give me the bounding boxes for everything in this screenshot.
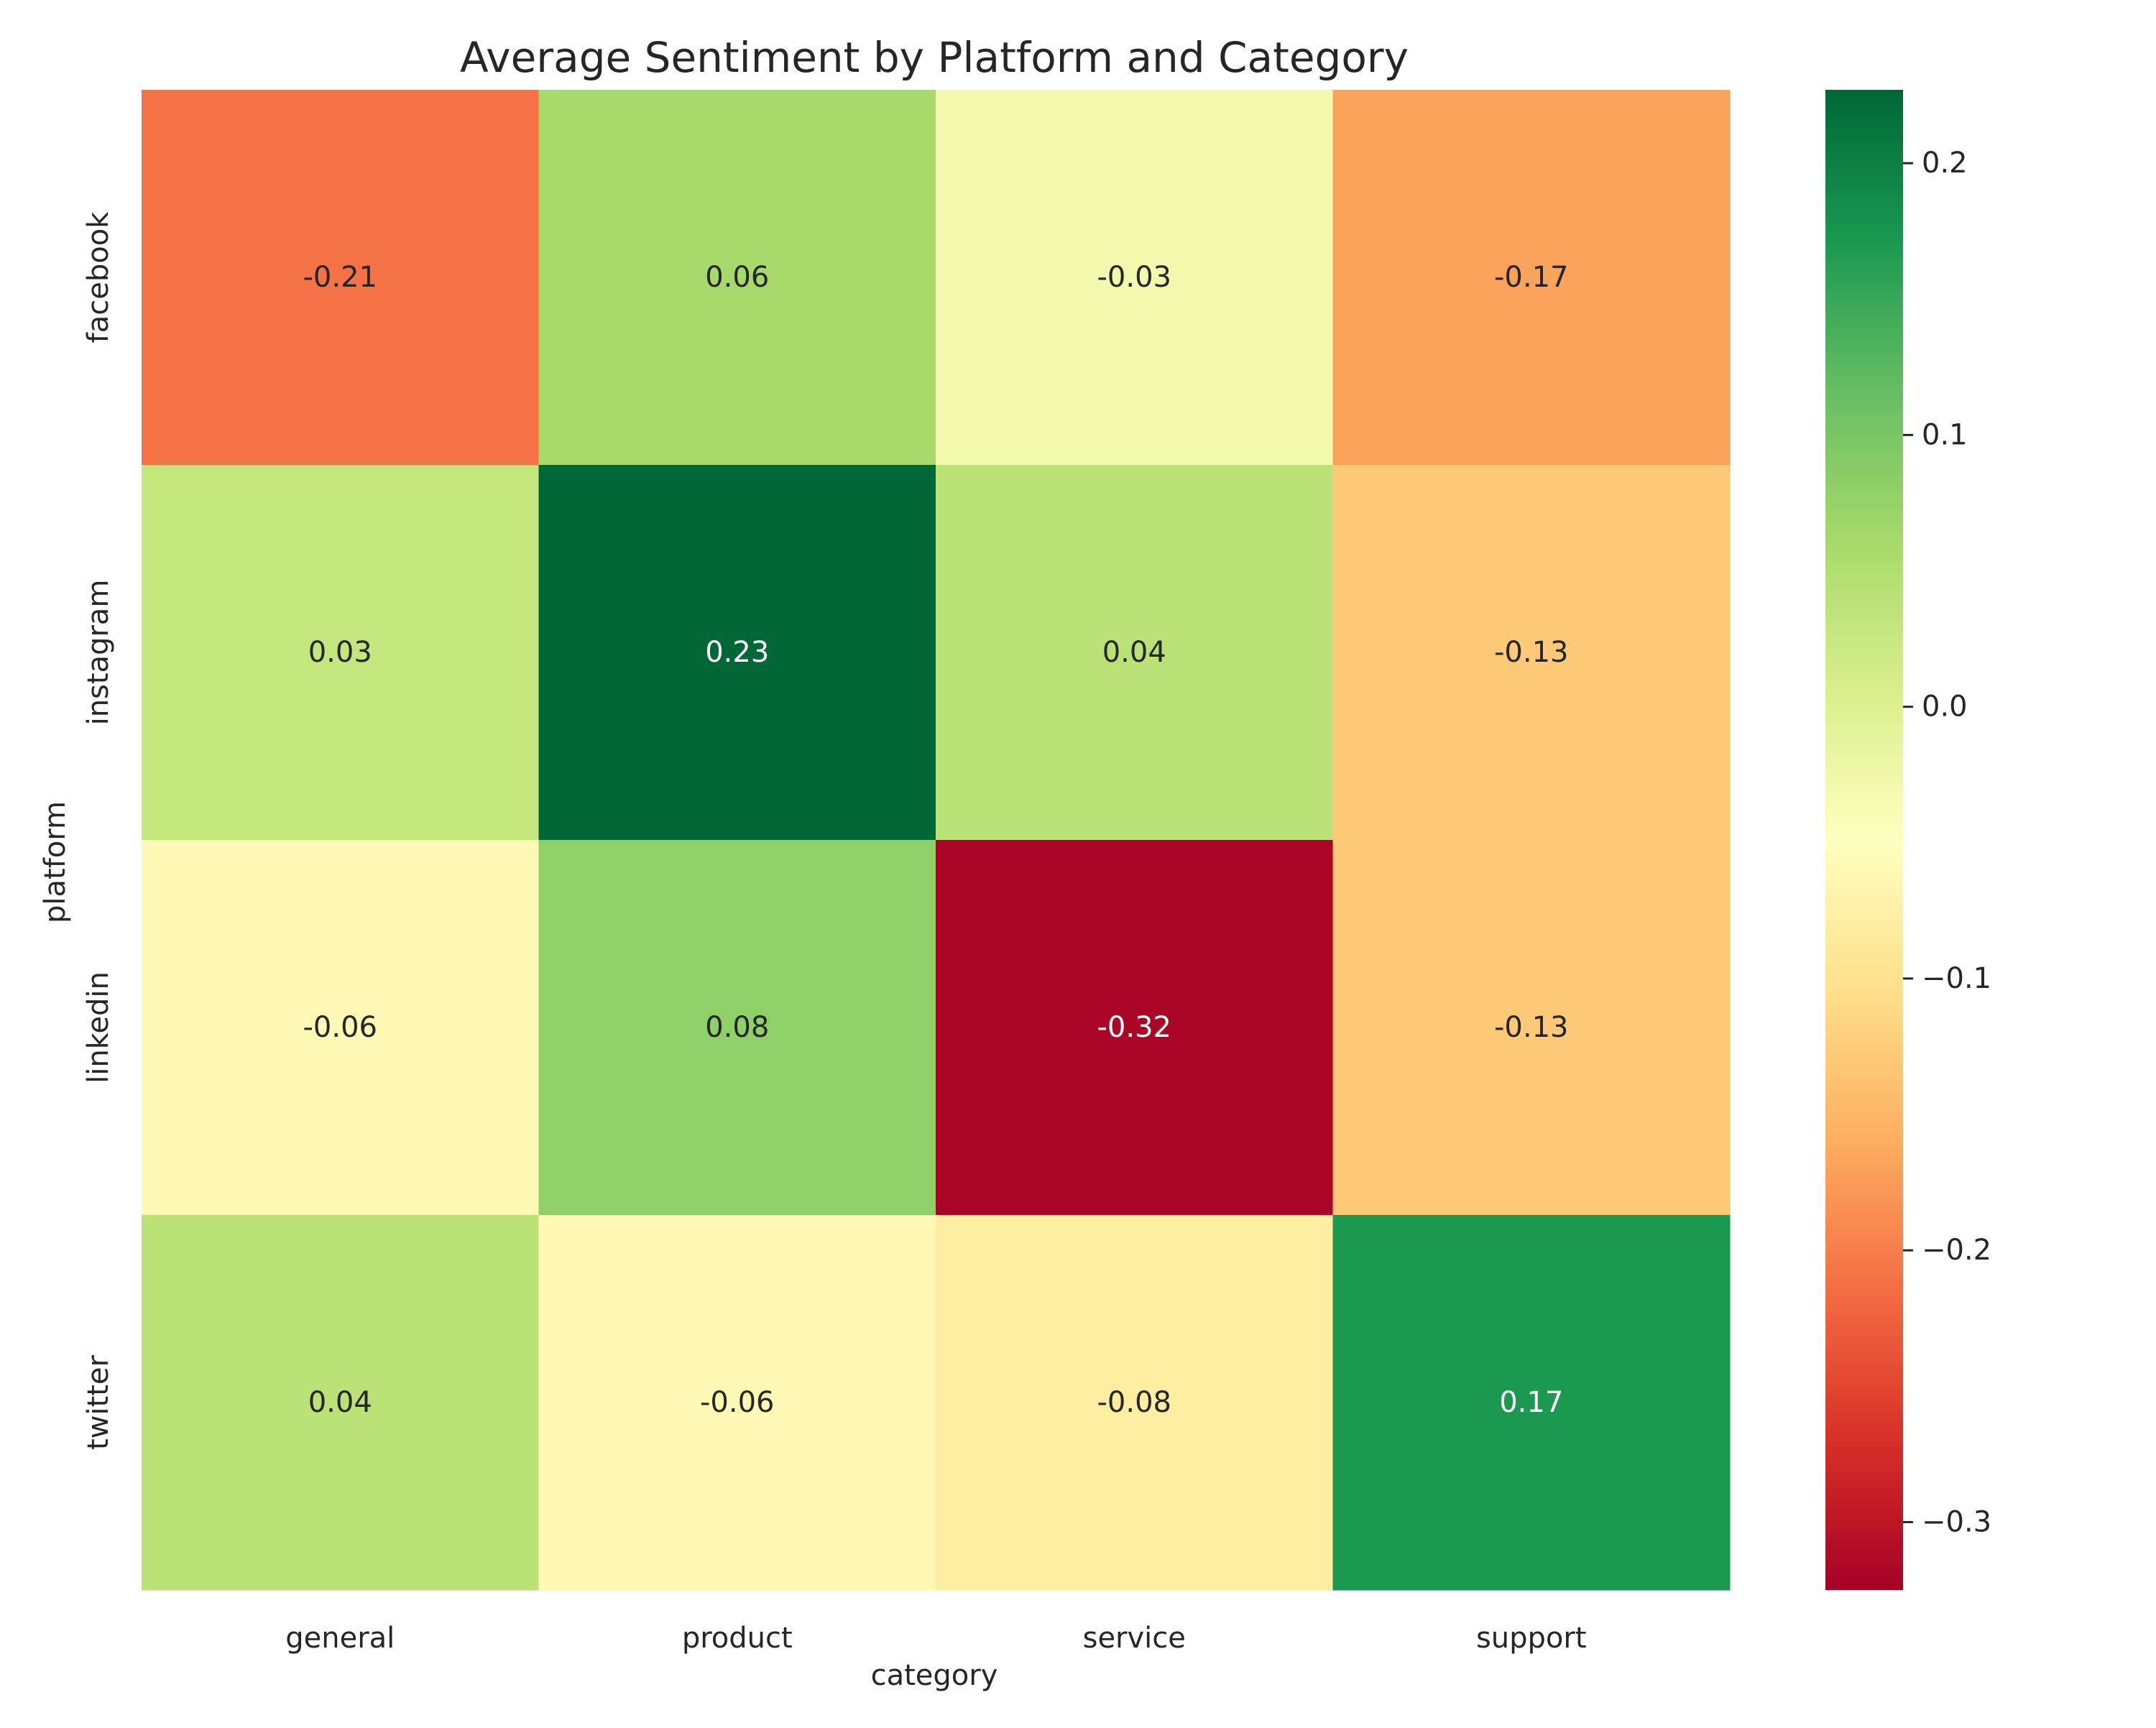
heatmap-cell-facebook-product bbox=[538, 90, 936, 466]
cell-value-label: -0.08 bbox=[1097, 1386, 1172, 1419]
y-axis-label: platform bbox=[39, 801, 72, 923]
cell-value-label: -0.06 bbox=[303, 1011, 378, 1044]
y-tick-label-linkedin: linkedin bbox=[82, 971, 115, 1084]
heatmap-cell-facebook-service bbox=[936, 90, 1333, 466]
colorbar-ticks: 0.2 0.1 0.0 −0.1 −0.2 −0.3 bbox=[1903, 147, 1991, 1538]
cell-value-label: 0.23 bbox=[705, 636, 769, 669]
heatmap-cell-twitter-general bbox=[142, 1215, 539, 1591]
heatmap-cell-instagram-general bbox=[142, 465, 539, 841]
colorbar bbox=[1825, 90, 1903, 1590]
cell-value-label: -0.17 bbox=[1494, 261, 1569, 294]
heatmap-cell-linkedin-service bbox=[936, 840, 1333, 1216]
cell-value-label: 0.04 bbox=[1102, 636, 1166, 669]
cell-value-label: -0.21 bbox=[303, 261, 378, 294]
heatmap-cell-twitter-service bbox=[936, 1215, 1333, 1591]
colorbar-tick-label: 0.1 bbox=[1922, 418, 1968, 451]
cell-value-label: -0.13 bbox=[1494, 636, 1569, 669]
heatmap-cell-linkedin-product bbox=[538, 840, 936, 1216]
chart-title: Average Sentiment by Platform and Catego… bbox=[460, 33, 1409, 82]
heatmap-cell-facebook-support bbox=[1332, 90, 1731, 466]
heatmap-cell-instagram-service bbox=[936, 465, 1333, 841]
cell-value-label: -0.13 bbox=[1494, 1011, 1569, 1044]
heatmap-cell-labels: -0.21 0.06 -0.03 -0.17 0.03 0.23 0.04 -0.13 -0.0… bbox=[303, 261, 1569, 1419]
heatmap-cell-instagram-product bbox=[538, 465, 936, 841]
heatmap-cell-twitter-support bbox=[1332, 1215, 1731, 1591]
heatmap-cell-twitter-product bbox=[538, 1215, 936, 1591]
heatmap-cell-linkedin-support bbox=[1332, 840, 1731, 1216]
cell-value-label: -0.32 bbox=[1097, 1011, 1172, 1044]
y-tick-labels: facebook instagram linkedin twitter bbox=[82, 211, 115, 1450]
colorbar-tick-label: 0.2 bbox=[1922, 147, 1968, 180]
x-tick-labels: general product service support bbox=[285, 1622, 1586, 1655]
x-tick-label-general: general bbox=[285, 1622, 395, 1655]
cell-value-label: 0.03 bbox=[308, 636, 372, 669]
colorbar-tick-label: −0.2 bbox=[1922, 1234, 1991, 1267]
heatmap-cell-instagram-support bbox=[1332, 465, 1731, 841]
x-tick-label-product: product bbox=[682, 1622, 793, 1655]
x-axis-label: category bbox=[871, 1659, 998, 1692]
cell-value-label: -0.03 bbox=[1097, 261, 1172, 294]
colorbar-tick-label: 0.0 bbox=[1922, 690, 1968, 724]
cell-value-label: -0.06 bbox=[700, 1386, 775, 1419]
heatmap-cell-facebook-general bbox=[142, 90, 539, 466]
y-tick-label-instagram: instagram bbox=[82, 580, 115, 726]
heatmap-cells bbox=[142, 90, 1731, 1591]
cell-value-label: 0.06 bbox=[705, 261, 769, 294]
colorbar-tick-label: −0.1 bbox=[1922, 962, 1991, 995]
heatmap-cell-linkedin-general bbox=[142, 840, 539, 1216]
cell-value-label: 0.08 bbox=[705, 1011, 769, 1044]
y-tick-label-twitter: twitter bbox=[82, 1354, 115, 1449]
x-tick-label-support: support bbox=[1476, 1622, 1587, 1655]
x-tick-label-service: service bbox=[1083, 1622, 1186, 1655]
cell-value-label: 0.04 bbox=[308, 1386, 372, 1419]
y-tick-label-facebook: facebook bbox=[82, 211, 115, 343]
colorbar-tick-label: −0.3 bbox=[1922, 1505, 1991, 1538]
cell-value-label: 0.17 bbox=[1499, 1386, 1563, 1419]
